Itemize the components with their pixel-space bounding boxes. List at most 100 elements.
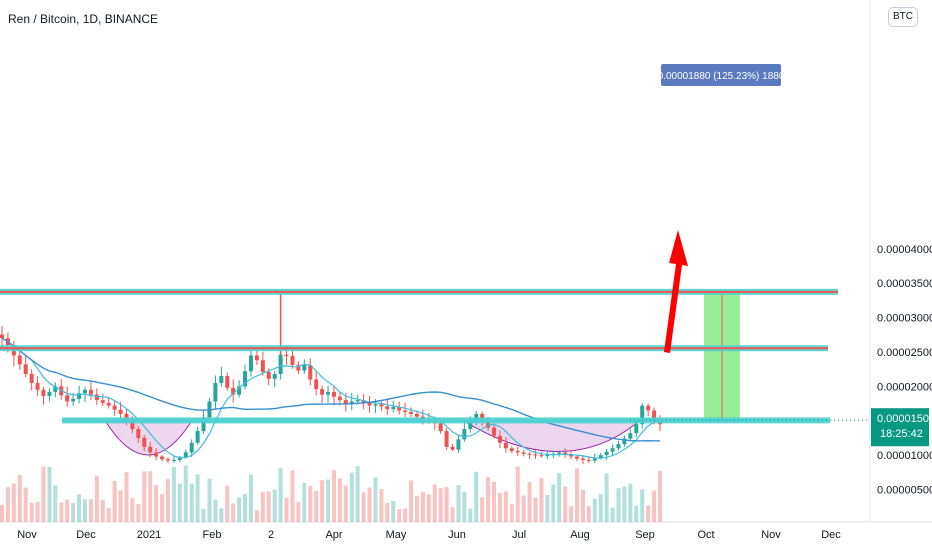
volume-bars xyxy=(0,465,662,522)
candle-body xyxy=(598,455,603,458)
candle-body xyxy=(444,431,449,447)
volume-bar xyxy=(254,509,259,522)
volume-bar xyxy=(355,466,360,522)
candle-body xyxy=(575,456,580,459)
volume-bar xyxy=(468,508,473,522)
volume-bar xyxy=(432,484,437,522)
volume-bar xyxy=(610,507,615,522)
volume-bar xyxy=(580,489,585,522)
volume-bar xyxy=(486,477,491,522)
volume-bar xyxy=(456,485,461,522)
candle-body xyxy=(414,413,419,417)
volume-bar xyxy=(652,490,657,522)
measure-tool: 0.00001880 (125.23%) 1880 xyxy=(658,64,785,422)
candle-body xyxy=(361,400,366,403)
time-tick-label: Nov xyxy=(761,529,781,541)
volume-bar xyxy=(23,487,28,522)
right-cup-shape xyxy=(461,419,642,452)
volume-bar xyxy=(551,484,556,522)
volume-bar xyxy=(106,507,111,522)
volume-bar xyxy=(557,472,562,522)
candle-body xyxy=(634,424,639,434)
candle-body xyxy=(177,457,182,460)
time-tick-label: Sep xyxy=(635,529,655,541)
time-tick-label: Aug xyxy=(570,529,590,541)
candle-body xyxy=(77,393,82,399)
volume-bar xyxy=(444,487,449,522)
candle-body xyxy=(563,452,568,455)
volume-bar xyxy=(219,508,224,522)
price-tick-label: 0.00004000 xyxy=(877,244,932,256)
volume-bar xyxy=(189,483,194,522)
candle-body xyxy=(604,451,609,456)
volume-bar xyxy=(450,507,455,522)
volume-bar xyxy=(628,483,633,522)
breakout-arrow xyxy=(664,230,688,353)
level-lines[interactable] xyxy=(0,288,870,424)
volume-bar xyxy=(71,503,76,522)
volume-bar xyxy=(391,500,396,522)
volume-bar xyxy=(343,485,348,522)
price-tick-label: 0.00003000 xyxy=(877,313,932,325)
volume-bar xyxy=(497,492,502,522)
candle-body xyxy=(438,423,443,432)
volume-bar xyxy=(409,480,414,522)
candle-body xyxy=(213,382,218,402)
volume-bar xyxy=(171,466,176,522)
time-axis[interactable]: Nov Dec 2021 Feb 2 Apr May Jun Jul Aug Sep Oct Nov De… xyxy=(17,529,841,541)
volume-bar xyxy=(326,479,331,522)
volume-bar xyxy=(539,478,544,522)
candle-body xyxy=(652,410,657,421)
volume-bar xyxy=(207,478,212,522)
volume-bar xyxy=(492,481,497,522)
candle-body xyxy=(225,376,230,388)
candle-body xyxy=(314,379,319,390)
volume-bar xyxy=(545,494,550,522)
volume-bar xyxy=(521,495,526,522)
candle-body xyxy=(260,360,265,372)
volume-bar xyxy=(88,499,93,522)
volume-bar xyxy=(248,474,253,522)
candle-body xyxy=(118,409,123,414)
volume-bar xyxy=(533,497,538,522)
candle-body xyxy=(231,387,236,395)
candle-body xyxy=(320,389,325,395)
volume-bar xyxy=(5,487,10,522)
volume-bar xyxy=(65,499,70,522)
candle-body xyxy=(545,455,550,457)
price-tick-label: 0.00002500 xyxy=(877,347,932,359)
volume-bar xyxy=(634,505,639,522)
volume-bar xyxy=(0,504,4,522)
candle-body xyxy=(592,457,597,461)
volume-bar xyxy=(213,499,218,522)
volume-bar xyxy=(195,474,200,522)
volume-bar xyxy=(646,505,651,522)
price-axis[interactable]: 0.00004000 0.00003500 0.00003000 0.00002500… xyxy=(871,244,932,497)
price-tick-label: 0.00000500 xyxy=(877,485,932,497)
time-tick-label: Dec xyxy=(821,529,841,541)
short-moving-average-line xyxy=(1,337,661,459)
time-tick-label: Feb xyxy=(203,529,222,541)
volume-bar xyxy=(160,493,165,522)
volume-bar xyxy=(154,485,159,522)
volume-bar xyxy=(112,480,117,522)
currency-unit-badge[interactable]: BTC xyxy=(888,7,918,27)
volume-bar xyxy=(474,471,479,522)
candle-body xyxy=(515,451,520,453)
candle-body xyxy=(290,356,295,366)
candle-body xyxy=(539,455,544,457)
candle-body xyxy=(201,417,206,432)
volume-bar xyxy=(124,472,129,522)
candle-body xyxy=(189,442,194,453)
volume-bar xyxy=(17,474,22,522)
candle-body xyxy=(142,437,147,447)
volume-bar xyxy=(598,494,603,522)
candle-body xyxy=(331,391,336,397)
volume-bar xyxy=(622,486,627,522)
candle-body xyxy=(88,389,93,395)
candle-body xyxy=(35,382,40,390)
candle-body xyxy=(492,427,497,436)
volume-bar xyxy=(331,470,336,522)
